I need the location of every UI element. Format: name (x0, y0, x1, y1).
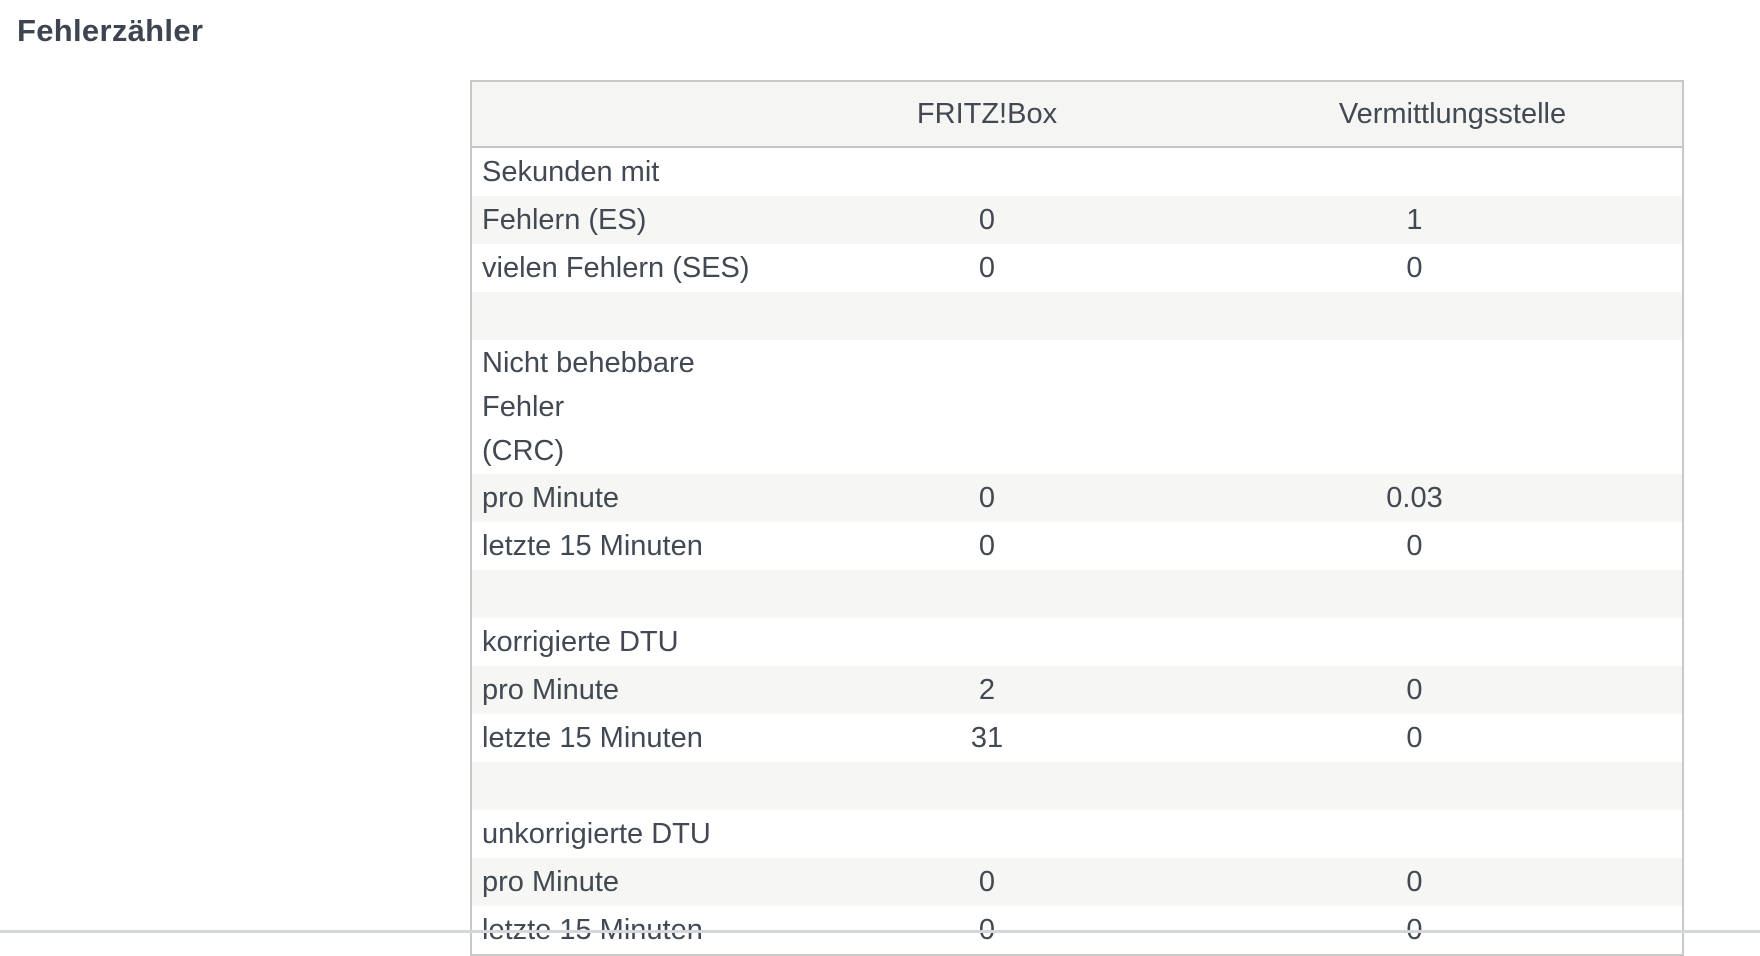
fritzbox-value-cell: 0 (978, 482, 996, 514)
row-label-cell: pro Minute (482, 866, 620, 898)
fritzbox-value-cell (792, 292, 1182, 340)
fritzbox-value-cell: 0 (978, 866, 996, 898)
row-label-cell: korrigierte DTU (482, 626, 679, 658)
fritzbox-value-cell (792, 340, 1182, 474)
spacer-cell (1647, 148, 1682, 196)
spacer-cell (1647, 762, 1682, 810)
spacer-cell (1647, 292, 1682, 340)
table-row: pro Minute 0 0 (472, 858, 1682, 906)
vermittlungsstelle-value-cell: 0 (1406, 674, 1423, 706)
fritzbox-value-cell: 0 (978, 252, 996, 284)
table-row: letzte 15 Minuten 0 0 (472, 522, 1682, 570)
fritzbox-value-cell (792, 762, 1182, 810)
spacer-cell (1647, 666, 1682, 714)
fritzbox-value-cell (792, 810, 1182, 858)
spacer-cell (1647, 810, 1682, 858)
row-label-cell: letzte 15 Minuten (482, 722, 703, 754)
vermittlungsstelle-value-cell: 1 (1406, 204, 1423, 236)
vermittlungsstelle-value-cell (1182, 148, 1647, 196)
spacer-cell (1647, 522, 1682, 570)
vermittlungsstelle-value-cell (1182, 810, 1647, 858)
fritzbox-value-cell: 31 (970, 722, 1004, 754)
error-counter-table: FRITZ!Box Vermittlungsstelle Sekunden mi… (470, 80, 1684, 956)
vermittlungsstelle-value-cell: 0 (1406, 866, 1423, 898)
table-row (472, 292, 1682, 340)
vermittlungsstelle-value-cell (1182, 618, 1647, 666)
header-empty-cell (472, 82, 792, 148)
spacer-cell (1647, 858, 1682, 906)
row-label-cell: pro Minute (482, 674, 620, 706)
row-label-cell (472, 292, 792, 340)
page-title: Fehlerzähler (17, 13, 204, 48)
vermittlungsstelle-value-cell: 0.03 (1386, 482, 1443, 514)
vermittlungsstelle-value-cell: 0 (1406, 722, 1423, 754)
row-label-cell: unkorrigierte DTU (482, 818, 711, 850)
row-label-cell (472, 762, 792, 810)
table-row: unkorrigierte DTU (472, 810, 1682, 858)
table-row: Fehlern (ES) 0 1 (472, 196, 1682, 244)
fritzbox-value-cell: 0 (978, 204, 996, 236)
spacer-cell (1647, 714, 1682, 762)
row-label-cell: pro Minute (482, 482, 620, 514)
bottom-divider (0, 930, 1760, 933)
row-label-cell (472, 570, 792, 618)
spacer-cell (1647, 474, 1682, 522)
spacer-cell (1647, 196, 1682, 244)
table-row: korrigierte DTU (472, 618, 1682, 666)
table-row (472, 762, 1682, 810)
vermittlungsstelle-value-cell: 0 (1406, 530, 1423, 562)
row-label-cell: letzte 15 Minuten (482, 530, 703, 562)
vermittlungsstelle-value-cell (1182, 762, 1647, 810)
table-row: Sekunden mit (472, 148, 1682, 196)
header-spacer-cell (1647, 82, 1682, 148)
row-label-cell: Nicht behebbare Fehler (CRC) (482, 347, 695, 467)
table-header-row: FRITZ!Box Vermittlungsstelle (472, 82, 1682, 148)
table-row (472, 570, 1682, 618)
table-row: vielen Fehlern (SES) 0 0 (472, 244, 1682, 292)
spacer-cell (1647, 244, 1682, 292)
vermittlungsstelle-value-cell (1182, 292, 1647, 340)
vermittlungsstelle-value-cell: 0 (1406, 252, 1423, 284)
table-row: letzte 15 Minuten 31 0 (472, 714, 1682, 762)
spacer-cell (1647, 340, 1682, 474)
fritzbox-value-cell (792, 618, 1182, 666)
fritzbox-value-cell (792, 148, 1182, 196)
table-row: pro Minute 0 0.03 (472, 474, 1682, 522)
fritzbox-value-cell: 0 (978, 530, 996, 562)
table-row: Nicht behebbare Fehler (CRC) (472, 340, 1682, 474)
header-fritzbox: FRITZ!Box (792, 82, 1182, 148)
vermittlungsstelle-value-cell (1182, 570, 1647, 618)
row-label-cell: vielen Fehlern (SES) (482, 252, 750, 284)
table-row: pro Minute 2 0 (472, 666, 1682, 714)
header-vermittlungsstelle: Vermittlungsstelle (1182, 82, 1647, 148)
fritzbox-value-cell: 2 (978, 674, 996, 706)
row-label-cell: Sekunden mit (482, 156, 660, 188)
spacer-cell (1647, 570, 1682, 618)
row-label-cell: Fehlern (ES) (482, 204, 647, 236)
fritzbox-value-cell (792, 570, 1182, 618)
spacer-cell (1647, 618, 1682, 666)
vermittlungsstelle-value-cell (1182, 340, 1647, 474)
table-body: Sekunden mit Fehlern (ES) 0 1 vielen Fehlern… (472, 148, 1682, 954)
